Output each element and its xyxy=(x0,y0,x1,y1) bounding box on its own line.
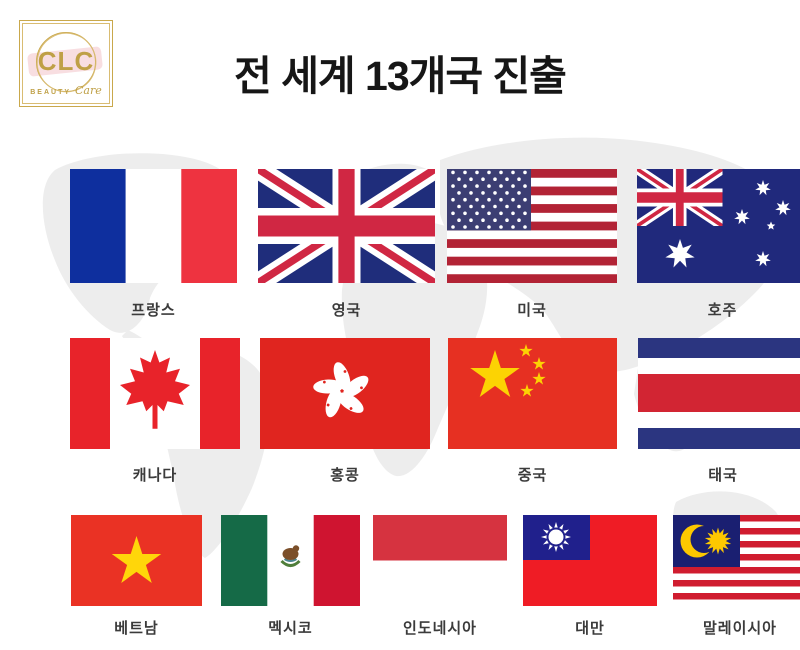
union-jack-canton xyxy=(637,169,723,226)
flag-cell-mexico: 멕시코 xyxy=(221,515,360,638)
logo-beauty-text: BEAUTY xyxy=(30,89,72,96)
indonesia-flag-icon xyxy=(373,515,507,606)
australia-flag-icon xyxy=(637,169,800,283)
flag-label-malaysia: 말레이시아 xyxy=(702,620,777,637)
vietnam-flag-icon xyxy=(71,515,202,606)
taiwan-sun-disc xyxy=(548,529,564,545)
flag-cell-vietnam: 베트남 xyxy=(71,515,202,638)
flag-label-uk: 영국 xyxy=(331,302,362,319)
flag-label-china: 중국 xyxy=(517,467,548,484)
gold-ring xyxy=(36,32,96,92)
page-title: 전 세계 13개국 진출 xyxy=(234,53,567,99)
france-flag-icon xyxy=(70,169,237,283)
maple-leaf-icon xyxy=(120,350,190,429)
flag-label-canada: 캐나다 xyxy=(132,467,178,484)
flag-cell-uk: 영국 xyxy=(258,169,435,320)
flag-cell-taiwan: 대만 xyxy=(523,515,657,638)
thailand-flag-icon xyxy=(638,338,800,449)
logo-care-text: Care xyxy=(74,84,102,97)
mexico-flag-icon xyxy=(221,515,360,606)
taiwan-flag-icon xyxy=(523,515,657,606)
flag-cell-china: 중국 xyxy=(448,338,617,485)
flag-cell-france: 프랑스 xyxy=(70,169,237,320)
flag-label-mexico: 멕시코 xyxy=(268,620,313,637)
flag-cell-thailand: 태국 xyxy=(638,338,800,485)
flag-label-indonesia: 인도네시아 xyxy=(402,620,477,637)
logo-inner-border xyxy=(22,23,110,104)
hongkong-flag-icon xyxy=(260,338,430,449)
flag-label-vietnam: 베트남 xyxy=(114,620,159,637)
china-flag-icon xyxy=(448,338,617,449)
uk-flag-icon xyxy=(258,169,435,283)
flag-cell-hongkong: 홍콩 xyxy=(260,338,430,485)
usa-flag-icon xyxy=(447,169,617,283)
logo-brand-text: CLC xyxy=(37,46,95,76)
flag-cell-indonesia: 인도네시아 xyxy=(373,515,507,638)
flag-cell-malaysia: 말레이시아 xyxy=(673,515,800,638)
flag-cell-australia: 호주 xyxy=(637,169,800,320)
flag-label-hongkong: 홍콩 xyxy=(330,467,360,484)
flag-label-france: 프랑스 xyxy=(131,302,176,319)
flag-label-usa: 미국 xyxy=(517,302,547,319)
flag-cell-canada: 캐나다 xyxy=(70,338,240,485)
mexico-eagle-emblem-icon xyxy=(280,545,301,567)
canada-flag-icon xyxy=(70,338,240,449)
flag-cell-usa: 미국 xyxy=(447,169,617,320)
logo-tagline: BEAUTY Care xyxy=(20,84,112,97)
china-big-star xyxy=(470,350,520,398)
flag-label-taiwan: 대만 xyxy=(575,620,605,637)
flag-label-thailand: 태국 xyxy=(708,467,738,484)
flag-label-australia: 호주 xyxy=(707,302,738,319)
vietnam-star xyxy=(111,536,162,584)
malaysia-flag-icon xyxy=(673,515,800,606)
clc-logo: CLC BEAUTY Care xyxy=(19,20,113,107)
